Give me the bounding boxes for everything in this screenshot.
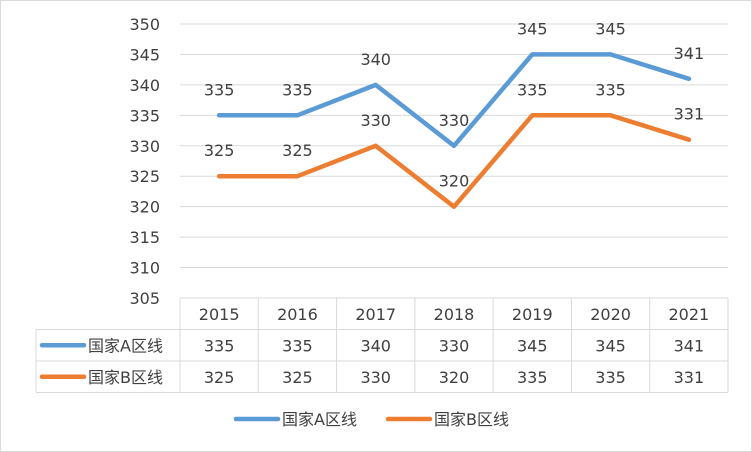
legend: 国家A区线 国家B区线 (233, 410, 509, 429)
y-tick-label: 315 (129, 228, 160, 247)
table-cell-value: 340 (360, 336, 391, 355)
data-label: 340 (360, 50, 391, 69)
x-category-label: 2017 (355, 305, 396, 324)
y-tick-label: 345 (129, 45, 160, 64)
y-tick-label: 305 (129, 289, 160, 308)
table-cell-value: 345 (517, 336, 548, 355)
data-label: 345 (595, 19, 626, 38)
x-category-label: 2015 (199, 305, 240, 324)
x-category-label: 2021 (668, 305, 709, 324)
data-label: 335 (595, 80, 626, 99)
x-category-label: 2020 (590, 305, 631, 324)
table-cell-value: 330 (439, 336, 470, 355)
table-cell-value: 335 (204, 336, 235, 355)
data-label: 325 (204, 141, 235, 160)
y-tick-label: 350 (129, 15, 160, 34)
data-label: 345 (517, 19, 548, 38)
y-tick-label: 320 (129, 198, 160, 217)
table-cell-value: 330 (360, 368, 391, 387)
data-label: 335 (204, 80, 235, 99)
table-cell-value: 331 (674, 368, 705, 387)
data-label: 341 (674, 44, 705, 63)
legend-label: 国家A区线 (282, 410, 357, 429)
table-cell-value: 345 (595, 336, 626, 355)
y-axis: 305 310 315 320 325 330 335 340 345 350 (129, 15, 160, 308)
table-series-name: 国家B区线 (88, 368, 163, 387)
data-label: 331 (674, 105, 705, 124)
data-label: 335 (282, 80, 313, 99)
data-label: 320 (439, 172, 470, 191)
data-labels: 335 335 340 330 345 345 341 325 325 330 320 335 335 3… (204, 19, 704, 190)
table-cell-value: 320 (439, 368, 470, 387)
data-label: 335 (517, 80, 548, 99)
series-line (216, 52, 692, 149)
y-tick-label: 330 (129, 137, 160, 156)
table-cell-value: 341 (674, 336, 705, 355)
y-tick-label: 340 (129, 76, 160, 95)
legend-label: 国家B区线 (434, 410, 509, 429)
y-tick-label: 335 (129, 106, 160, 125)
y-tick-label: 310 (129, 259, 160, 278)
table-cell-value: 325 (282, 368, 313, 387)
data-label: 330 (439, 111, 470, 130)
series-lines (216, 52, 692, 209)
data-label: 325 (282, 141, 313, 160)
data-label: 330 (360, 111, 391, 130)
x-category-label: 2019 (512, 305, 553, 324)
gridlines (180, 23, 728, 269)
y-tick-label: 325 (129, 167, 160, 186)
table-cell-value: 335 (517, 368, 548, 387)
x-category-label: 2018 (434, 305, 475, 324)
x-category-label: 2016 (277, 305, 318, 324)
table-cell-value: 325 (204, 368, 235, 387)
table-cell-value: 335 (595, 368, 626, 387)
data-table: 2015 2016 2017 2018 2019 2020 2021 国家A区线 335 335 3… (35, 297, 729, 393)
table-cell-value: 335 (282, 336, 313, 355)
series-line (216, 113, 692, 209)
table-series-name: 国家A区线 (88, 336, 163, 355)
